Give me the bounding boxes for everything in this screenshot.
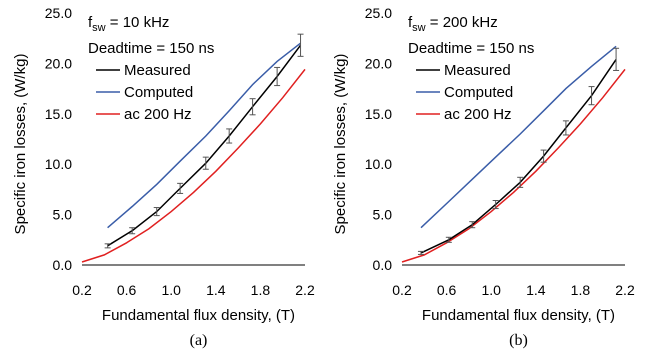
error-bar <box>562 120 569 136</box>
error-bar <box>588 86 595 106</box>
y-axis-label: Specific iron losses, (W/kg) <box>12 54 29 235</box>
y-tick-label: 15.0 <box>45 106 72 122</box>
x-tick-label: 0.2 <box>392 282 412 298</box>
x-tick-label: 2.2 <box>615 282 635 298</box>
legend-label: ac 200 Hz <box>124 106 192 123</box>
y-tick-label: 0.0 <box>53 257 73 273</box>
legend-label: Measured <box>124 62 191 79</box>
error-bar <box>202 156 209 170</box>
error-bar <box>153 207 160 217</box>
x-tick-label: 0.6 <box>437 282 457 298</box>
error-bar <box>613 47 620 71</box>
error-bar <box>517 176 524 188</box>
chart-panel-b: 0.0 5.0 10.0 15.0 20.0 25.0 0.2 0.6 1.0 1.4 1.8 2.2… <box>332 5 635 349</box>
switching-frequency-label: fsw = 10 kHz <box>88 14 169 34</box>
x-tick-label: 1.0 <box>481 282 501 298</box>
error-bar <box>129 227 136 235</box>
panel-caption: (b) <box>509 332 528 349</box>
y-tick-label: 0.0 <box>373 257 393 273</box>
x-tick-label: 1.0 <box>161 282 181 298</box>
x-axis-label: Fundamental flux density, (T) <box>422 307 615 324</box>
y-tick-label: 20.0 <box>365 55 392 71</box>
x-tick-label: 0.2 <box>72 282 92 298</box>
error-bar <box>469 221 476 229</box>
x-axis-label: Fundamental flux density, (T) <box>102 307 295 324</box>
x-tick-label: 1.4 <box>526 282 546 298</box>
switching-frequency-label: fsw = 200 kHz <box>408 14 498 34</box>
error-bar <box>492 199 499 210</box>
y-tick-label: 10.0 <box>45 156 72 172</box>
deadtime-label: Deadtime = 150 ns <box>408 40 534 57</box>
error-bar <box>249 98 256 116</box>
y-tick-label: 5.0 <box>373 207 393 223</box>
series-line-ac-200-hz <box>81 68 306 263</box>
error-bar <box>226 128 233 144</box>
x-tick-label: 2.2 <box>295 282 315 298</box>
y-tick-label: 10.0 <box>365 156 392 172</box>
error-bar <box>417 250 424 255</box>
y-axis-label: Specific iron losses, (W/kg) <box>332 54 349 235</box>
y-tick-label: 5.0 <box>53 207 73 223</box>
series-line-ac-200-hz <box>401 68 626 263</box>
series-line-computed <box>420 45 617 229</box>
y-tick-label: 15.0 <box>365 106 392 122</box>
error-bar <box>540 149 547 163</box>
x-tick-label: 0.6 <box>117 282 137 298</box>
error-bar <box>445 236 452 243</box>
chart-panel-a: 0.0 5.0 10.0 15.0 20.0 25.0 0.2 0.6 1.0 1.4 1.8 2.2… <box>12 5 315 349</box>
y-tick-label: 25.0 <box>45 5 72 21</box>
legend-label: Measured <box>444 62 511 79</box>
y-tick-label: 20.0 <box>45 55 72 71</box>
y-tick-label: 25.0 <box>365 5 392 21</box>
error-bar <box>177 182 184 194</box>
x-tick-label: 1.4 <box>206 282 226 298</box>
x-tick-label: 1.8 <box>571 282 591 298</box>
legend-label: Computed <box>444 84 513 101</box>
legend-label: ac 200 Hz <box>444 106 512 123</box>
deadtime-label: Deadtime = 150 ns <box>88 40 214 57</box>
x-tick-label: 1.8 <box>251 282 271 298</box>
error-bar <box>274 66 281 87</box>
error-bar <box>297 33 304 57</box>
error-bar <box>104 243 111 249</box>
legend-label: Computed <box>124 84 193 101</box>
panel-caption: (a) <box>190 332 208 349</box>
series-line-computed <box>107 42 301 229</box>
